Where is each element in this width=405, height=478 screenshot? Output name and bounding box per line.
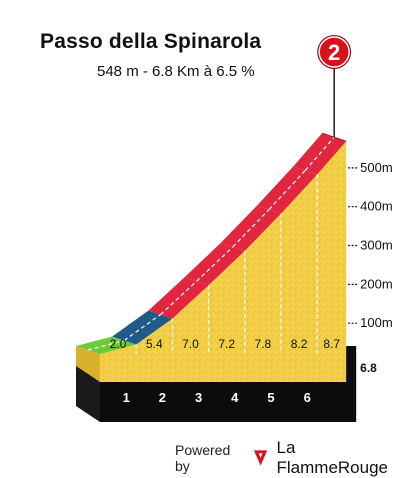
summit-badge-label: 2 (328, 40, 340, 65)
total-distance-label: 6.8 (360, 361, 377, 375)
segment-centerline-4 (196, 246, 234, 282)
distance-band-side (76, 366, 100, 422)
climb-summary: 548 m - 6.8 Km à 6.5 % (97, 63, 255, 80)
segment-centerline-3 (159, 280, 198, 316)
gradient-label: 7.0 (182, 337, 199, 351)
profile-segment-6 (257, 166, 318, 214)
gradient-label: 2.0 (110, 337, 127, 351)
km-label: 4 (231, 390, 239, 405)
gradient-label: 8.7 (323, 337, 340, 351)
y-tick-label: 200m (360, 276, 393, 291)
segment-centerline-2 (123, 314, 161, 341)
footer: Powered by La FlammeRouge (175, 438, 405, 477)
gradient-label: 7.8 (255, 337, 272, 351)
km-label: 5 (267, 390, 274, 405)
y-tick-label: 400m (360, 199, 393, 214)
powered-by-label: Powered by (175, 442, 231, 474)
segment-centerline-6 (268, 170, 306, 211)
flame-rouge-logo-icon (254, 450, 268, 466)
km-label: 6 (304, 390, 311, 405)
km-label: 2 (159, 390, 166, 405)
profile-segment-5 (220, 205, 281, 251)
gradient-label: 5.4 (146, 337, 163, 351)
y-tick-label: 500m (360, 160, 393, 175)
gradient-label: 7.2 (218, 337, 235, 351)
profile-end-column (346, 346, 357, 422)
gradient-label: 8.2 (291, 337, 308, 351)
summit-badge (318, 36, 350, 68)
elevation-profile-chart: 2.0 5.4 7.0 7.2 7.8 8.2 8.7 6.8 1 2 3 4 5 6 100m 200… (76, 35, 393, 422)
profile-front-face (100, 141, 347, 354)
distance-band (100, 382, 355, 422)
segment-centerline-7 (304, 136, 335, 171)
segment-centerline-1 (87, 339, 125, 351)
segment-centerline-5 (232, 209, 270, 248)
km-label: 1 (123, 390, 130, 405)
km-label: 3 (195, 390, 202, 405)
y-tick-label: 100m (360, 315, 393, 330)
brand-name: La FlammeRouge (276, 438, 389, 477)
page-title: Passo della Spinarola (40, 30, 262, 53)
profile-base (100, 354, 347, 382)
y-tick-label: 300m (360, 238, 393, 253)
